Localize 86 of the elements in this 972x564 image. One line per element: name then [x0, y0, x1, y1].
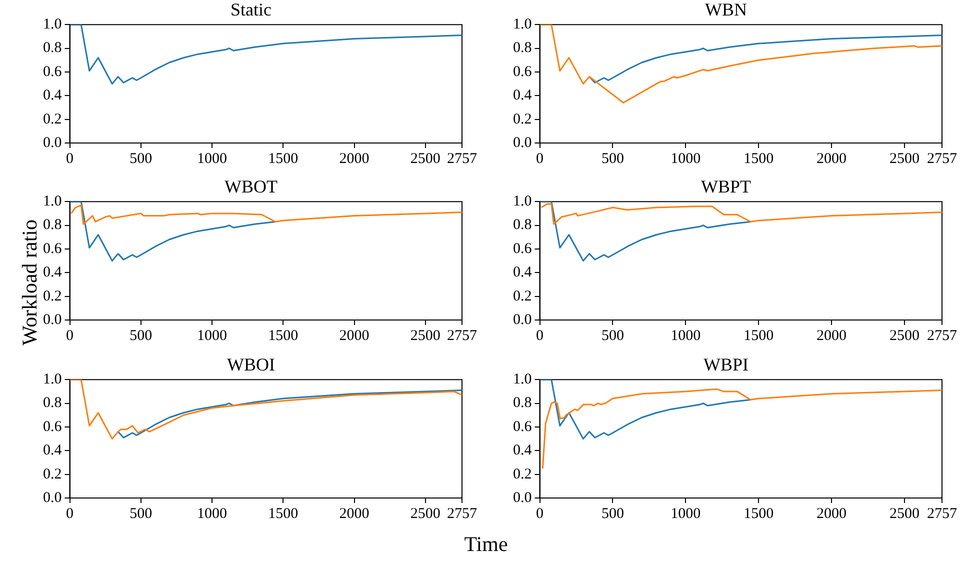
x-tick-label: 2500 — [410, 150, 440, 167]
y-tick-label: 0.8 — [43, 395, 62, 412]
y-tick-label: 0.0 — [43, 312, 62, 328]
chart-title: WBN — [705, 0, 747, 20]
x-tick-label: 2000 — [339, 506, 370, 522]
chart-title: WBPT — [700, 176, 752, 197]
y-tick-label: 1.0 — [513, 16, 532, 33]
y-tick-label: 0.0 — [513, 490, 532, 506]
y-tick-label: 0.0 — [513, 134, 532, 151]
y-tick-label: 0.2 — [513, 288, 532, 304]
x-tick-label: 2757 — [927, 328, 958, 344]
y-tick-label: 0.0 — [43, 490, 62, 506]
x-tick-label: 500 — [601, 150, 624, 167]
y-tick-label: 0.2 — [43, 466, 62, 482]
x-tick-label: 2500 — [410, 506, 440, 522]
y-tick-label: 0.2 — [43, 288, 62, 304]
y-tick-label: 0.4 — [513, 442, 532, 459]
y-tick-label: 0.8 — [513, 40, 532, 56]
y-tick-label: 0.0 — [43, 134, 62, 151]
x-tick-label: 2757 — [447, 328, 478, 344]
x-tick-label: 1000 — [670, 328, 701, 344]
x-tick-label: 0 — [536, 506, 544, 522]
y-tick-label: 1.0 — [43, 372, 62, 388]
y-tick-label: 0.2 — [43, 111, 62, 128]
x-tick-label: 1000 — [670, 506, 701, 522]
y-tick-label: 0.2 — [513, 111, 532, 128]
x-tick-label: 2757 — [447, 150, 478, 167]
y-tick-label: 0.8 — [43, 217, 62, 234]
y-axis-title: Workload ratio — [18, 218, 42, 348]
x-tick-label: 0 — [66, 506, 74, 522]
chart-title: WBOT — [224, 176, 278, 197]
x-tick-label: 500 — [601, 506, 624, 522]
x-tick-label: 1500 — [268, 506, 298, 522]
y-tick-label: 0.8 — [513, 395, 532, 412]
y-tick-label: 1.0 — [43, 16, 62, 33]
y-tick-label: 0.4 — [43, 88, 62, 104]
x-tick-label: 2000 — [816, 328, 847, 344]
x-tick-label: 1000 — [670, 150, 701, 167]
x-tick-label: 2000 — [339, 150, 370, 167]
x-tick-label: 500 — [130, 150, 152, 167]
x-tick-label: 1500 — [744, 506, 774, 522]
y-tick-label: 1.0 — [513, 194, 532, 210]
y-tick-label: 0.8 — [43, 40, 62, 56]
chart-title: Static — [230, 0, 272, 20]
x-tick-label: 1000 — [197, 150, 228, 167]
x-tick-label: 2500 — [890, 506, 920, 522]
y-tick-label: 1.0 — [513, 372, 532, 388]
x-tick-label: 2000 — [816, 506, 847, 522]
x-tick-label: 1000 — [197, 506, 228, 522]
x-tick-label: 1500 — [744, 150, 774, 167]
y-tick-label: 0.6 — [43, 240, 62, 257]
y-tick-label: 0.6 — [43, 64, 62, 80]
x-tick-label: 2000 — [339, 328, 370, 344]
y-tick-label: 0.6 — [513, 64, 532, 80]
x-tick-label: 0 — [66, 150, 74, 167]
chart-title: WBPI — [704, 354, 749, 375]
y-tick-label: 0.4 — [43, 442, 62, 459]
y-tick-label: 0.4 — [43, 264, 62, 281]
x-tick-label: 0 — [536, 328, 544, 344]
y-tick-label: 0.4 — [513, 264, 532, 281]
x-tick-label: 2757 — [447, 506, 478, 522]
x-tick-label: 0 — [536, 150, 544, 167]
y-tick-label: 0.6 — [513, 418, 532, 435]
x-tick-label: 500 — [130, 328, 152, 344]
y-tick-label: 0.2 — [513, 466, 532, 482]
x-tick-label: 2757 — [927, 150, 958, 167]
x-tick-label: 2000 — [816, 150, 847, 167]
y-tick-label: 1.0 — [43, 194, 62, 210]
x-tick-label: 1500 — [744, 328, 774, 344]
x-tick-label: 0 — [66, 328, 74, 344]
y-tick-label: 0.4 — [513, 88, 532, 104]
x-tick-label: 2757 — [927, 506, 958, 522]
x-tick-label: 1500 — [268, 328, 298, 344]
y-tick-label: 0.6 — [43, 418, 62, 435]
x-tick-label: 2500 — [410, 328, 440, 344]
chart-title: WBOI — [227, 354, 275, 375]
x-tick-label: 2500 — [890, 150, 920, 167]
x-axis-title: Time — [463, 532, 509, 557]
y-tick-label: 0.8 — [513, 217, 532, 234]
y-tick-label: 0.0 — [513, 312, 532, 328]
x-tick-label: 1500 — [268, 150, 298, 167]
x-tick-label: 1000 — [197, 328, 228, 344]
x-tick-label: 2500 — [890, 328, 920, 344]
x-tick-label: 500 — [601, 328, 624, 344]
y-tick-label: 0.6 — [513, 240, 532, 257]
x-tick-label: 500 — [130, 506, 152, 522]
